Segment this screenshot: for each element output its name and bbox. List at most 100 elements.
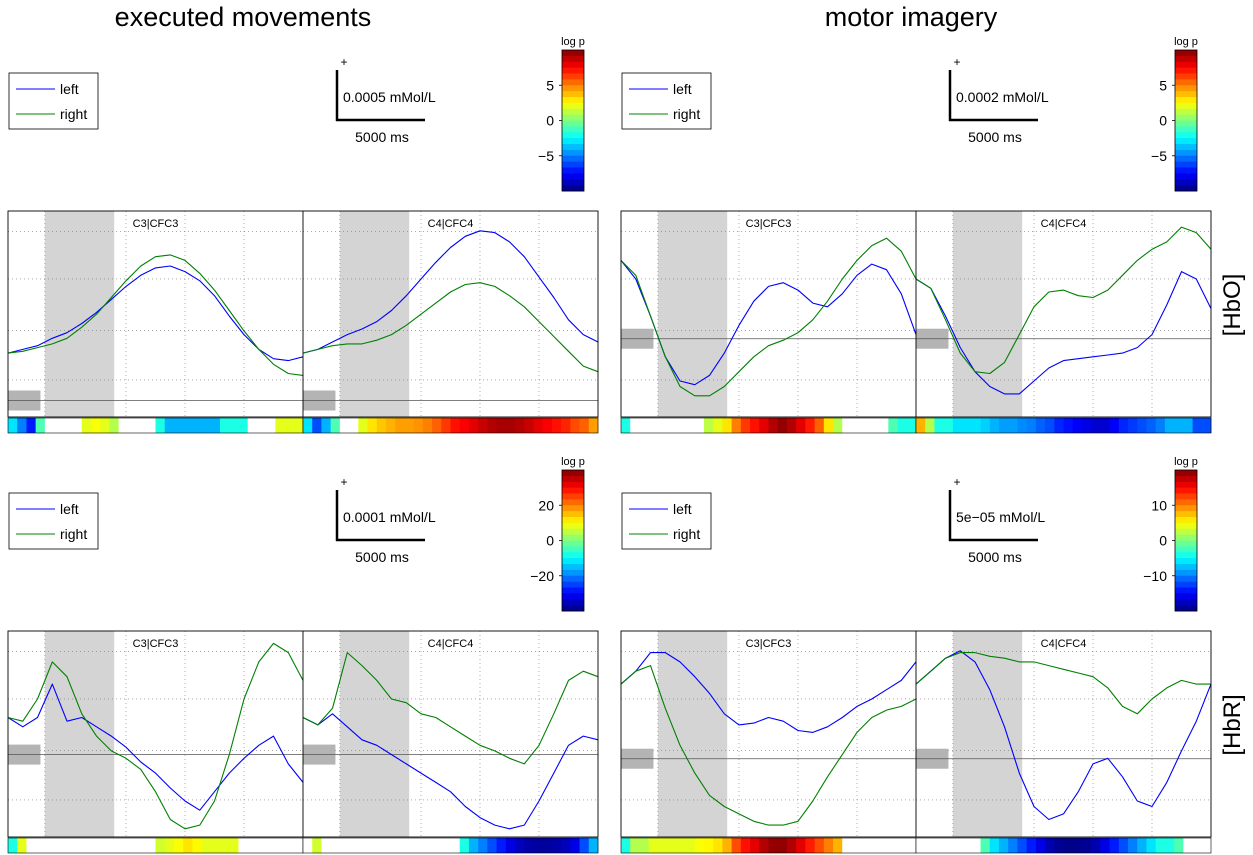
pvalue-cell xyxy=(487,838,497,853)
pvalue-cell xyxy=(146,418,156,433)
pvalue-cell xyxy=(63,838,73,853)
colorbar-segment xyxy=(562,114,584,121)
pvalue-cell xyxy=(44,418,55,433)
pvalue-cell xyxy=(515,838,525,853)
legend-left-label: left xyxy=(673,501,692,517)
task-interval-shade xyxy=(657,211,728,417)
channel-label: C4|CFC4 xyxy=(428,638,474,650)
legend-right-label: right xyxy=(60,526,87,542)
pvalue-cell xyxy=(349,418,359,433)
colorbar-segment xyxy=(1175,552,1197,559)
pvalue-cell xyxy=(312,418,322,433)
pvalue-cell xyxy=(842,418,852,433)
pvalue-cell xyxy=(524,418,534,433)
colorbar-segment xyxy=(1175,575,1197,583)
colorbar-segment xyxy=(562,546,584,553)
pvalue-cell xyxy=(450,838,461,853)
pvalue-cell xyxy=(962,418,972,433)
series-left-line xyxy=(302,230,599,354)
pvalue-cell xyxy=(432,838,442,853)
pvalue-cell xyxy=(971,418,981,433)
colorbar-segment xyxy=(1175,522,1197,530)
pvalue-cell xyxy=(943,838,954,853)
pvalue-cell xyxy=(220,838,230,853)
colorbar-segment xyxy=(562,79,584,86)
pvalue-cell xyxy=(579,838,590,853)
task-interval-shade xyxy=(44,631,115,837)
pvalue-cell xyxy=(879,418,889,433)
colorbar-segment xyxy=(1175,61,1197,69)
colorbar-segment xyxy=(1175,161,1197,168)
pvalue-cell xyxy=(1192,418,1203,433)
colorbar-tick-label: 0 xyxy=(546,113,554,129)
pvalue-cell xyxy=(768,418,779,433)
pvalue-cell xyxy=(1137,838,1147,853)
colorbar-segment xyxy=(1175,173,1197,180)
pvalue-cell xyxy=(823,838,834,853)
colorbar-segment xyxy=(562,132,584,139)
colorbar-segment xyxy=(562,179,584,186)
pvalue-cell xyxy=(833,418,843,433)
pvalue-cell xyxy=(109,418,120,433)
pvalue-cell xyxy=(395,838,405,853)
pvalue-cell xyxy=(183,418,193,433)
colorbar-tick-label: 0 xyxy=(546,533,554,549)
colorbar-segment xyxy=(1175,185,1197,192)
pvalue-cell xyxy=(768,838,779,853)
pvalue-cell xyxy=(934,838,945,853)
colorbar-segment xyxy=(1175,593,1197,600)
pvalue-cell xyxy=(496,418,507,433)
pvalue-cell xyxy=(667,418,677,433)
colorbar-segment xyxy=(1175,581,1197,588)
pvalue-cell xyxy=(694,838,705,853)
pvalue-cell xyxy=(621,838,631,853)
pvalue-cell xyxy=(275,838,285,853)
pvalue-cell xyxy=(916,838,926,853)
pvalue-cell xyxy=(542,838,553,853)
series-right-line xyxy=(915,226,1212,375)
pvalue-cell xyxy=(1146,418,1157,433)
pvalue-cell xyxy=(1017,838,1028,853)
channel-label: C3|CFC3 xyxy=(746,218,792,230)
channel-label: C4|CFC4 xyxy=(1041,218,1087,230)
pvalue-cell xyxy=(275,418,285,433)
scalebar-time-label: 5000 ms xyxy=(355,129,409,145)
pvalue-cell xyxy=(349,838,359,853)
colorbar-segment xyxy=(562,50,584,57)
pvalue-cell xyxy=(63,418,73,433)
pvalue-cell xyxy=(869,838,880,853)
pvalue-strip-frame xyxy=(915,417,1212,434)
colorbar-segment xyxy=(562,138,584,145)
pvalue-cell xyxy=(1035,838,1046,853)
pvalue-cell xyxy=(303,418,313,433)
colorbar-segment xyxy=(562,493,584,500)
pvalue-cell xyxy=(26,418,37,433)
pvalue-cell xyxy=(201,418,212,433)
colorbar-segment xyxy=(562,517,584,524)
pvalue-cell xyxy=(588,418,599,433)
series-right-line xyxy=(915,652,1211,715)
colorbar-segment xyxy=(562,155,584,163)
pvalue-cell xyxy=(118,838,129,853)
colorbar-segment xyxy=(1175,569,1197,577)
colorbar-tick-label: 5 xyxy=(546,77,554,93)
colorbar-segment xyxy=(1175,528,1197,536)
pvalue-cell xyxy=(925,418,935,433)
pvalue-cell xyxy=(1045,418,1055,433)
colorbar-segment xyxy=(1175,149,1197,157)
colorbar-segment xyxy=(562,91,584,98)
colorbar-segment xyxy=(562,173,584,180)
pvalue-cell xyxy=(487,418,497,433)
colorbar-title: log p xyxy=(1174,36,1198,48)
pvalue-cell xyxy=(478,838,488,853)
colorbar-segment xyxy=(1175,114,1197,121)
colorbar-segment xyxy=(1175,487,1197,494)
pvalue-cell xyxy=(1091,838,1101,853)
pvalue-cell xyxy=(579,418,590,433)
legend-right-label: right xyxy=(673,526,700,542)
pvalue-cell xyxy=(1072,418,1083,433)
pvalue-cell xyxy=(358,418,368,433)
pvalue-cell xyxy=(1072,838,1083,853)
panel-3: left right +5e−05 mMol/L 5000 ms log p 10 0 −10… xyxy=(620,456,1212,854)
pvalue-cell xyxy=(127,418,138,433)
